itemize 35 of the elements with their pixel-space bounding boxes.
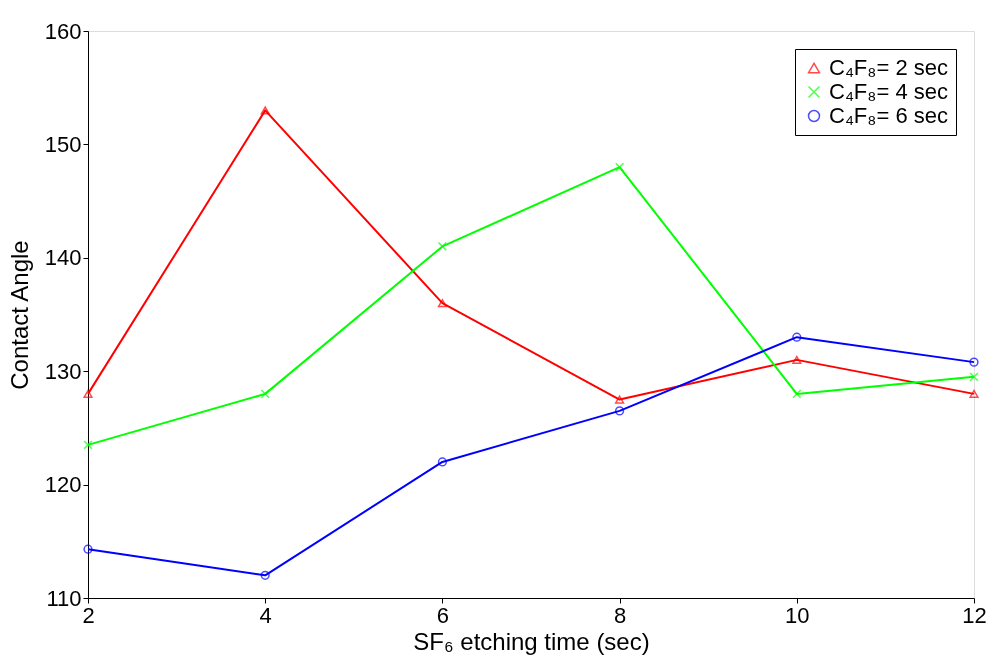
point — [437, 457, 448, 467]
y-axis-title: Contact Angle — [5, 240, 33, 390]
x-tick-label: 2 — [82, 602, 95, 628]
point — [437, 241, 448, 252]
point — [792, 389, 802, 399]
x-tick-label: 6 — [436, 602, 450, 628]
x-tick-label: 12 — [962, 602, 987, 628]
point — [83, 440, 93, 450]
point — [614, 162, 625, 172]
point — [260, 389, 270, 399]
y-tick-label: 130 — [44, 358, 82, 384]
point — [83, 544, 93, 554]
legend-label: C₄F₈= 2 sec — [829, 55, 948, 80]
legend-label: C₄F₈= 4 sec — [829, 79, 948, 104]
x-axis-title: SF₆ etching time (sec) — [413, 627, 650, 655]
x-tick-label: 8 — [613, 602, 627, 628]
y-tick-label: 110 — [46, 585, 82, 611]
point — [83, 389, 93, 398]
point — [792, 332, 802, 342]
point — [792, 355, 802, 364]
point — [260, 570, 270, 580]
point — [969, 389, 979, 398]
legend-label: C₄F₈= 6 sec — [829, 103, 948, 128]
y-tick-label: 150 — [44, 131, 82, 157]
point — [437, 299, 448, 308]
point — [969, 372, 979, 382]
y-tick-label: 160 — [44, 18, 82, 44]
x-tick-label: 10 — [785, 602, 810, 628]
y-tick-label: 120 — [44, 472, 82, 498]
x-tick-label: 4 — [259, 602, 272, 628]
point — [260, 106, 270, 115]
point — [614, 395, 625, 404]
point — [969, 357, 979, 367]
point — [614, 406, 625, 416]
y-tick-label: 140 — [44, 245, 82, 271]
